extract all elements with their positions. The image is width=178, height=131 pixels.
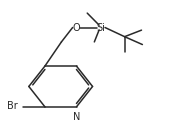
Text: Br: Br (7, 101, 18, 111)
Text: N: N (73, 112, 80, 122)
Text: Si: Si (96, 23, 105, 32)
Text: O: O (73, 23, 80, 32)
